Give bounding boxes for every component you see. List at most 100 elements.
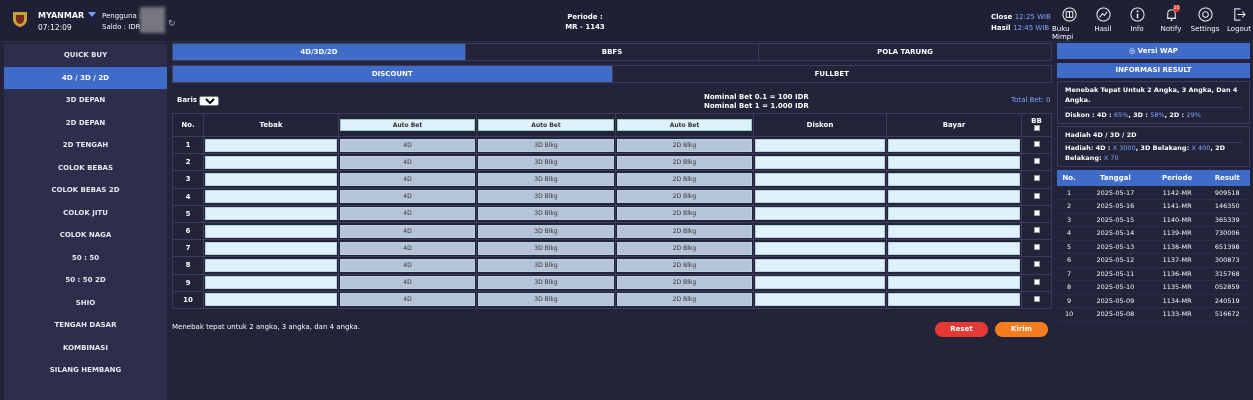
bet-note: Menebak tepat untuk 2 angka, 3 angka, da… [172,323,360,331]
bet-2d-input[interactable]: 2D Blkg [617,241,752,255]
bet-2d-input[interactable]: 2D Blkg [617,293,752,307]
bet-4d-input[interactable]: 4D [340,155,475,169]
result-cell: 2025-05-11 [1081,267,1150,281]
tab-discount[interactable]: DISCOUNT [173,66,613,82]
bet-3d-input[interactable]: 3D Blkg [478,138,614,152]
refresh-icon[interactable]: ↻ [168,19,176,29]
bet-4d-input[interactable]: 4D [340,207,475,221]
bet-4d-input[interactable]: 4D [340,172,475,186]
tab-4d3d2d[interactable]: 4D/3D/2D [173,44,466,60]
bb-checkbox[interactable] [1033,261,1040,268]
bet-2d-cell: 2D Blkg [615,290,754,309]
hasil-label-icon: Hasil [1094,25,1112,33]
sidebar-item[interactable]: COLOK BEBAS [57,163,114,172]
tebak-input[interactable] [205,172,337,186]
sidebar-item[interactable]: 50 : 50 [71,253,100,262]
bet-4d-input[interactable]: 4D [340,258,475,272]
settings-button[interactable]: Settings [1188,7,1222,41]
sidebar-item[interactable]: 4D / 3D / 2D [4,66,167,89]
bet-4d-input[interactable]: 4D [340,276,475,290]
bayar-input [888,207,1020,221]
bet-4d-input[interactable]: 4D [340,224,475,238]
sidebar-item[interactable]: SHIO [75,298,96,307]
sidebar-item[interactable]: COLOK NAGA [59,231,112,239]
reset-button[interactable]: Reset [935,322,988,337]
bet-3d-input[interactable]: 3D Blkg [478,155,614,169]
bet-3d-input[interactable]: 3D Blkg [478,258,614,272]
tebak-input[interactable] [205,293,337,307]
baris-select[interactable]: 10 [199,96,220,106]
auto-bet-4d[interactable]: Auto Bet [340,119,475,131]
tebak-input[interactable] [205,138,337,152]
tebak-input[interactable] [205,276,337,290]
sidebar-item[interactable]: COLOK BEBAS 2D [51,186,120,194]
bet-2d-input[interactable]: 2D Blkg [617,190,752,204]
bet-2d-input[interactable]: 2D Blkg [617,155,752,169]
tab-bbfs[interactable]: BBFS [466,44,759,60]
bet-4d-input[interactable]: 4D [340,241,475,255]
bet-2d-input[interactable]: 2D Blkg [617,224,752,238]
auto-bet-2d[interactable]: Auto Bet [617,119,752,131]
bb-checkbox[interactable] [1033,192,1040,199]
tebak-input[interactable] [205,241,337,255]
bet-2d-input[interactable]: 2D Blkg [617,276,752,290]
sidebar-item[interactable]: KOMBINASI [63,343,108,352]
notify-button[interactable]: 10 Notify [1154,5,1188,41]
bb-checkbox[interactable] [1033,141,1040,148]
sidebar-item[interactable]: TENGAH DASAR [54,321,117,329]
bet-3d-input[interactable]: 3D Blkg [478,241,614,255]
bb-checkbox[interactable] [1033,244,1040,251]
tebak-input[interactable] [205,190,337,204]
sidebar-item[interactable]: 50 : 50 2D [65,276,106,284]
bet-2d-input[interactable]: 2D Blkg [617,258,752,272]
hasil-button[interactable]: Hasil [1086,7,1120,41]
tebak-input[interactable] [205,258,337,272]
user-label: Pengguna : [102,12,142,20]
tebak-input[interactable] [205,224,337,238]
bet-2d-input[interactable]: 2D Blkg [617,207,752,221]
bet-4d-input[interactable]: 4D [340,138,475,152]
bb-checkbox[interactable] [1033,175,1040,182]
diskon-input [755,172,885,186]
bayar-cell [886,290,1022,309]
bb-checkbox[interactable] [1033,295,1040,302]
sidebar-item[interactable]: QUICK BUY [63,51,108,59]
saldo-label: Saldo : IDR [102,23,141,31]
result-cell: 9 [1057,294,1082,308]
kirim-button[interactable]: Kirim [995,322,1048,337]
auto-bet-3d[interactable]: Auto Bet [478,119,614,131]
bb-checkbox[interactable] [1033,158,1040,165]
sidebar-item[interactable]: 3D DEPAN [65,96,106,104]
sidebar-item[interactable]: 2D TENGAH [62,141,109,149]
tab-fullbet[interactable]: FULLBET [612,66,1051,82]
bb-checkbox[interactable] [1033,227,1040,234]
bb-label: BB [1031,117,1042,125]
bet-3d-input[interactable]: 3D Blkg [478,276,614,290]
bet-4d-input[interactable]: 4D [340,293,475,307]
bet-2d-input[interactable]: 2D Blkg [617,138,752,152]
tebak-cell [203,135,339,155]
sidebar-item[interactable]: COLOK JITU [63,208,108,217]
table-row: 8 4D 3D Blkg 2D Blkg [172,256,1052,275]
market-selector[interactable]: MYANMAR [38,11,97,20]
bet-3d-input[interactable]: 3D Blkg [478,293,614,307]
bet-3d-input[interactable]: 3D Blkg [478,172,614,186]
bet-3d-input[interactable]: 3D Blkg [478,224,614,238]
buku-mimpi-button[interactable]: Buku Mimpi [1052,7,1086,41]
versi-wap-button[interactable]: ◎ Versi WAP [1057,43,1250,59]
bb-checkbox[interactable] [1033,209,1040,216]
tebak-input[interactable] [205,155,337,169]
sidebar-item[interactable]: 2D DEPAN [65,118,106,127]
settings-label: Settings [1190,25,1220,33]
bet-2d-input[interactable]: 2D Blkg [617,172,752,186]
bb-all-checkbox[interactable] [1033,125,1040,131]
bb-checkbox[interactable] [1033,278,1040,285]
bet-4d-input[interactable]: 4D [340,190,475,204]
bet-3d-input[interactable]: 3D Blkg [478,207,614,221]
tab-pola-tarung[interactable]: POLA TARUNG [759,44,1051,60]
sidebar-item[interactable]: SILANG HEMBANG [49,366,122,374]
logout-button[interactable]: Logout [1222,7,1253,41]
info-button[interactable]: Info [1120,7,1154,41]
bet-3d-input[interactable]: 3D Blkg [478,190,614,204]
tebak-input[interactable] [205,207,337,221]
